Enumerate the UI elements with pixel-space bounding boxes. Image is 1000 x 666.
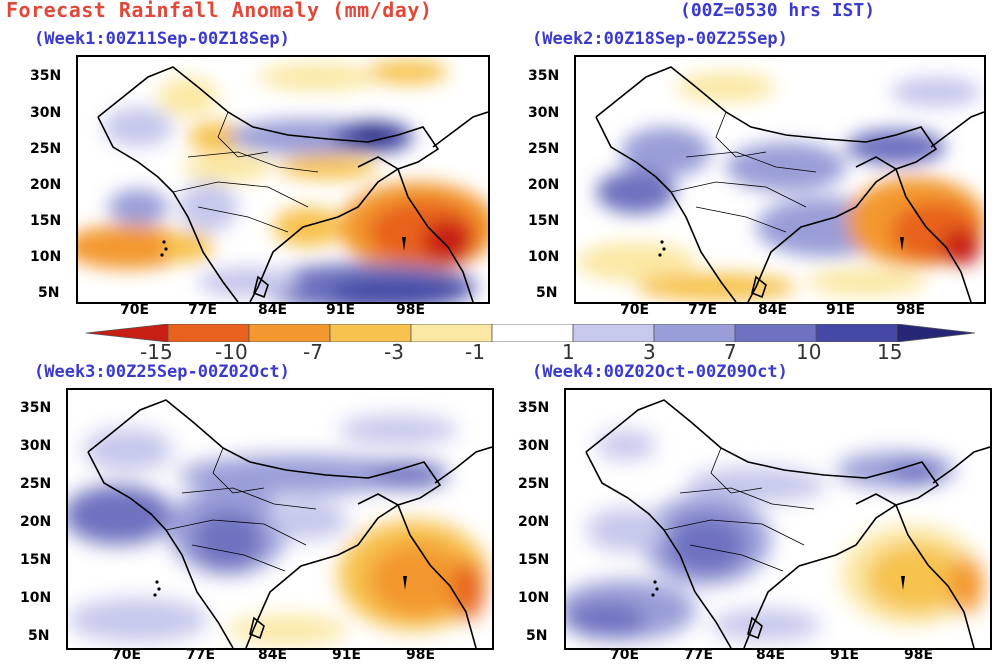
lon-label-70e-p4: 70E: [610, 647, 640, 663]
lon-label-98e-p4: 98E: [904, 647, 934, 663]
panel-title-week1: (Week1:00Z11Sep-00Z18Sep): [34, 29, 290, 49]
lon-label-84e-p1: 84E: [258, 302, 288, 318]
colorbar-label: 7: [724, 340, 737, 364]
time-note: (00Z=0530 hrs IST): [680, 0, 876, 21]
lat-label-10n-p3: 10N: [20, 590, 52, 606]
colorbar-label: 15: [877, 340, 903, 364]
lat-label-15n-p1: 15N: [30, 213, 62, 229]
map-week4: [564, 388, 992, 650]
lat-label-35n-p4: 35N: [518, 400, 550, 416]
lat-label-15n-p4: 15N: [518, 552, 550, 568]
lat-label-20n-p3: 20N: [20, 514, 52, 530]
lon-label-70e-p1: 70E: [120, 302, 150, 318]
colorbar-swatch: [491, 323, 574, 343]
colorbar-label: -3: [384, 340, 404, 364]
colorbar-label: 1: [562, 340, 575, 364]
lat-label-20n-p1: 20N: [30, 177, 62, 193]
lon-label-84e-p3: 84E: [258, 647, 288, 663]
lon-label-84e-p4: 84E: [756, 647, 786, 663]
lon-label-84e-p2: 84E: [758, 302, 788, 318]
lat-label-10n-p2: 10N: [528, 249, 560, 265]
lat-label-10n-p1: 10N: [30, 249, 62, 265]
lon-label-98e-p1: 98E: [396, 302, 426, 318]
lat-label-25n-p1: 25N: [30, 141, 62, 157]
colorbar-swatch: [896, 323, 976, 343]
lat-label-10n-p4: 10N: [518, 590, 550, 606]
lat-label-20n-p4: 20N: [518, 514, 550, 530]
panel-title-week3: (Week3:00Z25Sep-00Z02Oct): [34, 362, 290, 382]
map-week3: [66, 388, 494, 650]
lat-label-5n-p1: 5N: [38, 285, 60, 301]
lat-label-35n-p3: 35N: [20, 400, 52, 416]
lat-label-30n-p1: 30N: [30, 105, 62, 121]
page-title: Forecast Rainfall Anomaly (mm/day): [6, 0, 433, 22]
lat-label-25n-p3: 25N: [20, 476, 52, 492]
lat-label-35n-p2: 35N: [528, 68, 560, 84]
map-week1: [76, 55, 490, 304]
lat-label-30n-p4: 30N: [518, 438, 550, 454]
lat-label-35n-p1: 35N: [30, 68, 62, 84]
lat-label-25n-p2: 25N: [528, 141, 560, 157]
colorbar-label: -10: [215, 340, 248, 364]
lat-label-25n-p4: 25N: [518, 476, 550, 492]
colorbar-swatch: [572, 323, 655, 343]
lon-label-77e-p4: 77E: [684, 647, 714, 663]
lon-label-98e-p2: 98E: [896, 302, 926, 318]
panel-title-week2: (Week2:00Z18Sep-00Z25Sep): [532, 29, 788, 49]
lat-label-15n-p3: 15N: [20, 552, 52, 568]
colorbar-label: 3: [643, 340, 656, 364]
colorbar: [85, 323, 976, 346]
lon-label-70e-p3: 70E: [112, 647, 142, 663]
lat-label-5n-p3: 5N: [28, 628, 50, 644]
lon-label-91e-p2: 91E: [826, 302, 856, 318]
colorbar-label: -15: [140, 340, 173, 364]
colorbar-label: -1: [465, 340, 485, 364]
lon-label-91e-p4: 91E: [830, 647, 860, 663]
panel-title-week4: (Week4:00Z02Oct-00Z09Oct): [532, 362, 788, 382]
map-week2: [574, 55, 986, 304]
lon-label-77e-p1: 77E: [188, 302, 218, 318]
colorbar-swatch: [653, 323, 736, 343]
lat-label-30n-p3: 30N: [20, 438, 52, 454]
lon-label-98e-p3: 98E: [406, 647, 436, 663]
lon-label-77e-p3: 77E: [186, 647, 216, 663]
lon-label-91e-p3: 91E: [332, 647, 362, 663]
lat-label-20n-p2: 20N: [528, 177, 560, 193]
lon-label-70e-p2: 70E: [620, 302, 650, 318]
lat-label-30n-p2: 30N: [528, 105, 560, 121]
colorbar-label: 10: [796, 340, 822, 364]
colorbar-label: -7: [303, 340, 323, 364]
lon-label-77e-p2: 77E: [688, 302, 718, 318]
lat-label-5n-p2: 5N: [536, 285, 558, 301]
lon-label-91e-p1: 91E: [326, 302, 356, 318]
lat-label-15n-p2: 15N: [528, 213, 560, 229]
lat-label-5n-p4: 5N: [526, 628, 548, 644]
